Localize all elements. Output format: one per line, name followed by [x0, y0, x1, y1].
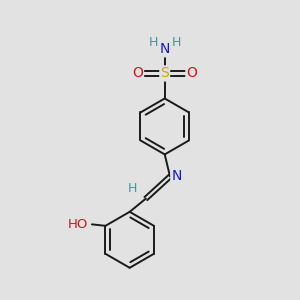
- Text: H: H: [148, 36, 158, 49]
- Text: O: O: [132, 66, 143, 80]
- Text: N: N: [171, 169, 182, 184]
- Text: O: O: [186, 66, 197, 80]
- Text: H: H: [172, 36, 181, 49]
- Text: S: S: [160, 66, 169, 80]
- Text: N: N: [160, 42, 170, 56]
- Text: HO: HO: [68, 218, 88, 231]
- Text: H: H: [128, 182, 137, 195]
